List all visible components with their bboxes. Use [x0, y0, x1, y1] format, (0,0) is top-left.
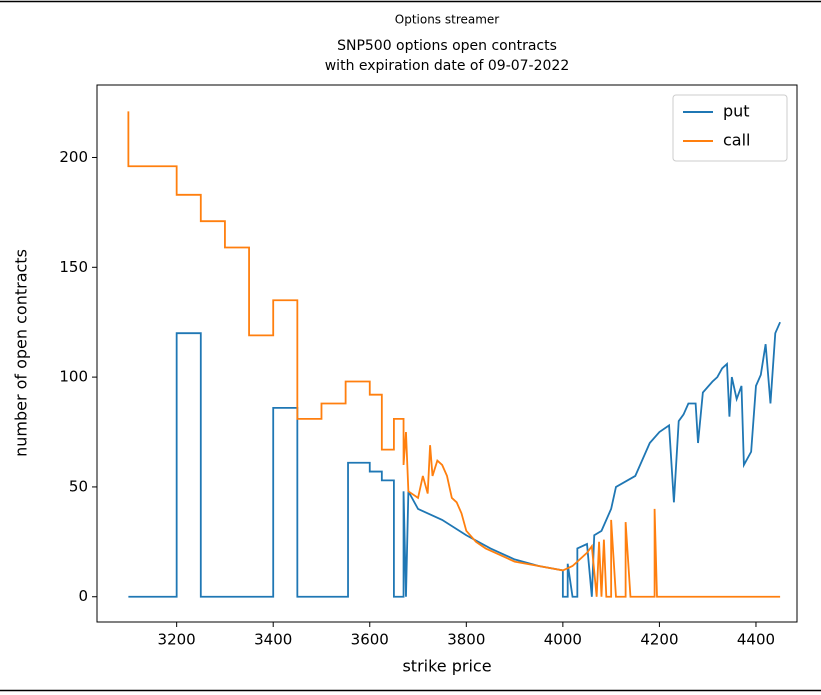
- x-tick-label: 3400: [254, 631, 292, 649]
- chart-title: SNP500 options open contracts: [337, 38, 557, 54]
- series-line: [128, 321, 781, 598]
- y-tick-label: 50: [69, 477, 88, 495]
- series-line: [127, 111, 781, 598]
- x-tick-label: 4200: [640, 631, 678, 649]
- y-tick-label: 0: [78, 587, 88, 605]
- x-tick-label: 4400: [737, 631, 775, 649]
- y-tick-label: 150: [59, 258, 88, 276]
- legend: put call: [672, 94, 788, 162]
- legend-label: call: [723, 131, 751, 150]
- legend-label: put: [723, 102, 750, 121]
- x-tick-label: 3200: [158, 631, 196, 649]
- chart-title: with expiration date of 09-07-2022: [325, 58, 570, 74]
- y-tick-label: 200: [59, 148, 88, 166]
- y-tick-label: 100: [59, 368, 88, 386]
- y-axis-label: number of open contracts: [12, 249, 31, 457]
- x-tick-label: 4000: [544, 631, 582, 649]
- x-tick-label: 3600: [351, 631, 389, 649]
- x-tick-label: 3800: [447, 631, 485, 649]
- suptitle: Options streamer: [395, 13, 500, 27]
- x-axis-label: strike price: [402, 657, 491, 676]
- plot-frame: [96, 84, 798, 623]
